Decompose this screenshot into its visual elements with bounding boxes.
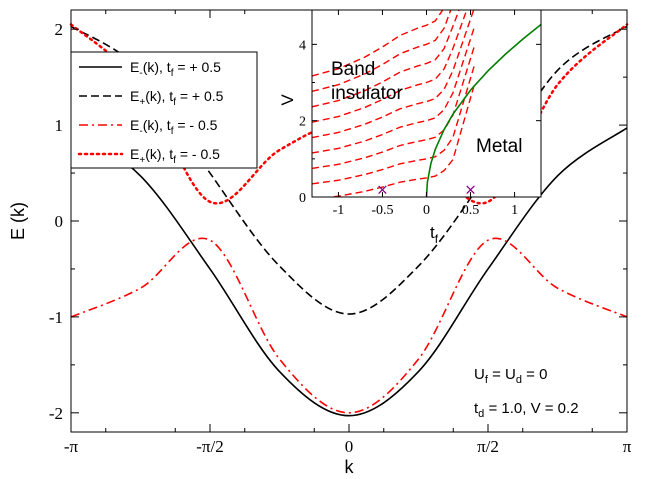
ann1-part1: f [485, 374, 489, 386]
y-tick-label: 1 [55, 116, 64, 135]
ann1-part0: U [474, 366, 485, 383]
ann1-part3: d [516, 374, 522, 386]
ann2-part1: d [478, 408, 484, 420]
inset-xlabel-sub: f [435, 232, 439, 246]
inset-contour-8 [312, 10, 444, 77]
series-line-0 [70, 127, 628, 417]
inset-contour-0 [325, 82, 476, 197]
legend-items: E-(k), tf = + 0.5 E+(k), tf = + 0.5 E-(k),… [77, 59, 224, 166]
legend-label-0: E-(k), tf = + 0.5 [130, 59, 221, 79]
series-line-2 [70, 237, 628, 414]
x-tick-label: -π/2 [196, 437, 223, 456]
legend-label-3: E+(k), tf = - 0.5 [130, 146, 220, 166]
inset-plot: × × -1 -0.5 0 0.5 1 024 tf V Band insulator M… [278, 9, 542, 246]
inset-xlabel-base: t [430, 223, 435, 242]
inset-contour-3 [312, 25, 476, 154]
x-tick-label: π/2 [477, 437, 499, 456]
legend-box [70, 51, 258, 169]
x-tick-label: 0 [345, 437, 354, 456]
main-y-axis-label: E (k) [8, 202, 28, 240]
x-tick-label: π [623, 437, 632, 456]
inset-contour-1 [312, 63, 476, 185]
ann1-part4: = 0 [522, 366, 547, 383]
inset-contour-5 [312, 10, 468, 123]
inset-x-tick-label: -1 [333, 203, 345, 218]
region-label-band: Band [331, 59, 375, 80]
main-x-ticks: -π -π/2 0 π/2 π [64, 10, 632, 456]
inset-y-ticks: 0 2 4 [299, 38, 541, 206]
y-tick-label: 0 [55, 212, 64, 231]
inset-marker-0: × [376, 180, 389, 198]
ann2-part0: t [474, 400, 479, 417]
inset-contour-7 [312, 10, 452, 93]
region-label-metal: Metal [476, 136, 522, 157]
inset-marker-1: × [464, 180, 477, 198]
inset-x-tick-label: 0 [423, 203, 430, 218]
ann1-part2: = U [488, 366, 516, 383]
inset-y-axis-label: V [278, 94, 297, 106]
inset-contour-4 [312, 10, 475, 139]
inset-y-tick-label: 0 [299, 191, 306, 206]
legend-label-2: E-(k), tf = - 0.5 [130, 117, 218, 137]
inset-y-tick-label: 2 [299, 115, 306, 130]
x-tick-label: -π [64, 437, 79, 456]
y-tick-label: -2 [49, 404, 63, 423]
inset-phase-boundary [425, 23, 541, 197]
legend: E-(k), tf = + 0.5 E+(k), tf = + 0.5 E-(k),… [70, 51, 258, 169]
inset-x-tick-label: -0.5 [371, 203, 393, 218]
inset-y-tick-label: 4 [299, 38, 306, 53]
annotation-parameters: td = 1.0, V = 0.2 [474, 400, 579, 420]
main-x-axis-label: k [345, 457, 355, 477]
inset-x-tick-label: 0.5 [462, 203, 480, 218]
inset-x-axis-label: tf [430, 223, 439, 246]
annotation-interaction: Uf = Ud = 0 [474, 366, 547, 386]
y-tick-label: -1 [49, 308, 63, 327]
legend-label-1: E+(k), tf = + 0.5 [130, 88, 224, 108]
inset-contour-6 [312, 10, 460, 108]
ann2-part2: = 1.0, V = 0.2 [484, 400, 578, 417]
region-label-insulator: insulator [331, 83, 403, 104]
inset-series-group: × × [312, 10, 541, 198]
inset-x-tick-label: 1 [511, 203, 518, 218]
y-tick-label: 2 [55, 20, 64, 39]
inset-x-ticks: -1 -0.5 0 0.5 1 [333, 10, 518, 218]
inset-background [312, 10, 541, 197]
